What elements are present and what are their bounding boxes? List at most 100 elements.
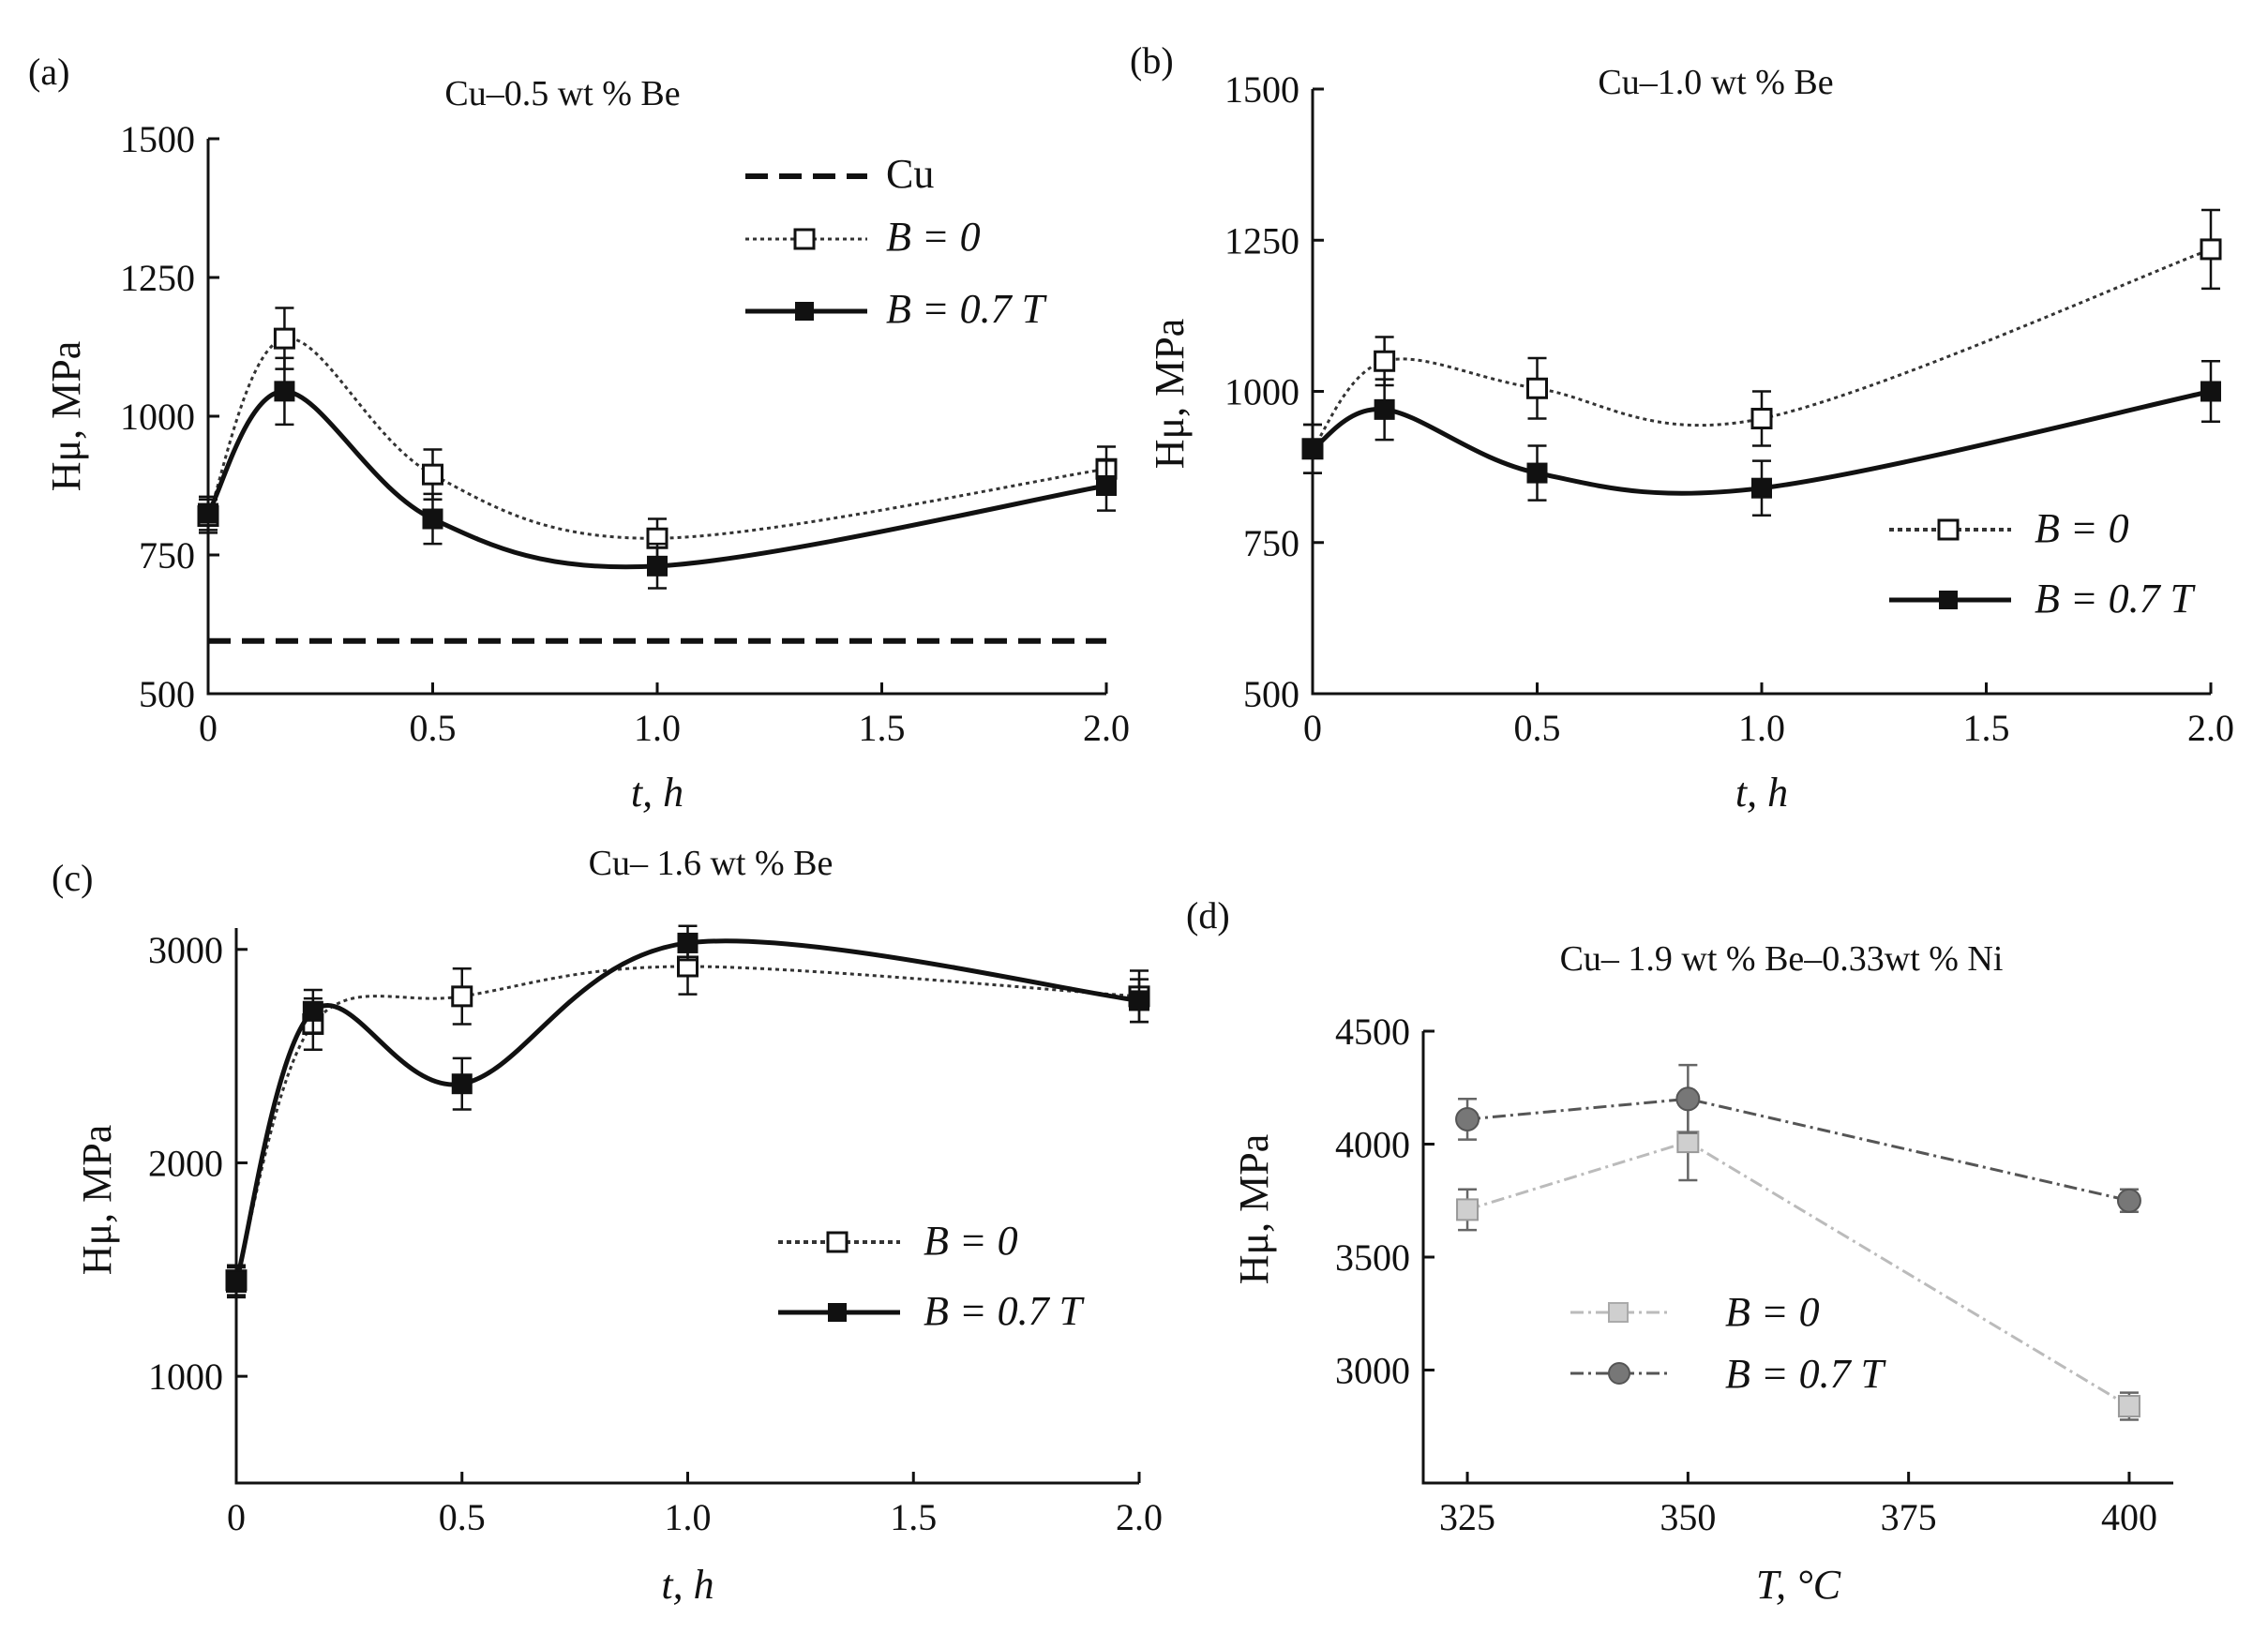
p0-series-2-point (647, 555, 668, 577)
p0-xtick-label: 0 (199, 707, 218, 749)
p1-series-1-point (1374, 398, 1395, 420)
p0-xtick-label: 1.5 (859, 707, 906, 749)
legend-a-b0-label: B = 0 (886, 214, 981, 260)
p1-xtick-label: 2.0 (2187, 707, 2234, 749)
legend-b-b07-label: B = 0.7 T (2035, 576, 2197, 622)
p2-ytick-label: 3000 (148, 929, 223, 971)
panel-a-legend: Cu B = 0 B = 0.7 T (745, 151, 1048, 332)
p2-series-1-point (677, 932, 698, 953)
p1-series-1-point (1526, 462, 1548, 484)
panel-d-plot: 325 350 375 400 3000 3500 4000 4500 T, °C Hμ, MPa (1231, 1011, 2173, 1608)
p1-ytick-label: 1250 (1224, 219, 1299, 262)
p3-ytick-label: 3500 (1335, 1236, 1410, 1279)
p0-ytick-label: 1500 (120, 118, 195, 160)
p1-series-0-point (2200, 238, 2222, 261)
p3-ylabel: Hμ, MPa (1231, 1134, 1277, 1285)
legend-b-b0-label: B = 0 (2035, 505, 2129, 551)
p0-ylabel: Hμ, MPa (43, 341, 89, 492)
panel-c-title: Cu– 1.6 wt % Be (589, 844, 834, 883)
panel-a-label: (a) (28, 51, 69, 93)
p3-series-0-point (2117, 1395, 2140, 1418)
p2-xlabel: t, h (661, 1562, 713, 1608)
p1-xtick-label: 1.5 (1963, 707, 2010, 749)
panel-d-label: (d) (1186, 894, 1230, 936)
p2-ytick-label: 1000 (148, 1356, 223, 1398)
p2-axes (234, 928, 1139, 1485)
legend-a-b0-marker (793, 228, 816, 250)
p3-series-1-line (1466, 1097, 2130, 1203)
legend-a-b07-label: B = 0.7 T (886, 286, 1048, 332)
p0-series-2-point (1096, 475, 1117, 496)
p1-series-0-point (1374, 350, 1396, 372)
panel-d-title: Cu– 1.9 wt % Be–0.33wt % Ni (1560, 939, 2004, 979)
p0-series-2-line (205, 388, 1107, 570)
panel-a: (a) Cu–0.5 wt % Be 0 0.5 1.0 1.5 2.0 500 750 10… (28, 51, 1130, 816)
legend-a-cu-label: Cu (886, 151, 934, 197)
p2-xtick-label: 0 (227, 1496, 246, 1538)
p3-xtick-label: 325 (1439, 1496, 1495, 1538)
p3-xtick-label: 350 (1660, 1496, 1716, 1538)
p3-series-0-point (1456, 1198, 1479, 1221)
p1-ylabel: Hμ, MPa (1147, 319, 1193, 470)
p0-ytick-label: 750 (139, 534, 195, 577)
p1-ytick-label: 500 (1243, 673, 1299, 715)
p0-series-2-point (274, 381, 295, 402)
legend-c-b07-marker (828, 1303, 847, 1322)
p3-series-0-point (1676, 1131, 1700, 1154)
p3-axes (1421, 1031, 2173, 1485)
p3-series-1-point (2116, 1188, 2141, 1213)
p3-xtick-label: 375 (1881, 1496, 1937, 1538)
p1-series-0-line (1311, 247, 2212, 450)
legend-c-b0-marker (826, 1231, 849, 1253)
p3-series-1-point (1675, 1086, 1701, 1112)
p1-xtick-label: 0.5 (1514, 707, 1561, 749)
p0-ytick-label: 500 (139, 673, 195, 715)
legend-b-b0-marker (1937, 518, 1960, 541)
legend-d-b07-marker (1608, 1362, 1630, 1385)
legend-d-b0-label: B = 0 (1725, 1289, 1820, 1335)
p0-ytick-label: 1250 (120, 257, 195, 299)
p1-ytick-label: 1500 (1224, 68, 1299, 111)
p0-series-1-point (422, 463, 443, 486)
p2-ylabel: Hμ, MPa (74, 1125, 120, 1276)
p0-ytick-label: 1000 (120, 396, 195, 438)
p1-series-0-point (1750, 408, 1773, 430)
legend-c-b0-label: B = 0 (924, 1218, 1018, 1264)
panel-c-legend: B = 0 B = 0.7 T (778, 1218, 1086, 1334)
p2-series-1-point (451, 1073, 473, 1095)
legend-c-b07-label: B = 0.7 T (924, 1288, 1086, 1334)
p0-xtick-label: 1.0 (634, 707, 681, 749)
legend-a-b07-marker (795, 302, 814, 321)
p2-series-1-point (226, 1271, 247, 1293)
p2-series-1-point (302, 1000, 323, 1022)
panel-b-legend: B = 0 B = 0.7 T (1889, 505, 2197, 622)
p0-series-1-point (273, 327, 295, 350)
p1-series-1-point (1751, 477, 1772, 499)
p1-ytick-label: 1000 (1224, 371, 1299, 413)
p1-xtick-label: 1.0 (1738, 707, 1785, 749)
p2-xtick-label: 0.5 (439, 1496, 486, 1538)
p2-xtick-label: 1.0 (665, 1496, 712, 1538)
p3-xlabel: T, °C (1756, 1562, 1841, 1608)
panel-a-title: Cu–0.5 wt % Be (444, 74, 680, 113)
p0-series-2-point (422, 508, 443, 530)
p2-series-0-point (451, 985, 473, 1008)
p0-xlabel: t, h (631, 770, 683, 816)
p3-xtick-label: 400 (2101, 1496, 2157, 1538)
legend-d-b0-marker (1608, 1302, 1629, 1323)
panel-d: (d) Cu– 1.9 wt % Be–0.33wt % Ni 325 350 37… (1186, 894, 2173, 1608)
panel-c: (c) Cu– 1.6 wt % Be 0 0.5 1.0 1.5 2.0 1000 200… (52, 844, 1163, 1608)
p1-xtick-label: 0 (1303, 707, 1322, 749)
p3-series-1-point (1455, 1106, 1480, 1131)
p2-series-1-line (233, 938, 1140, 1283)
p1-xlabel: t, h (1735, 770, 1788, 816)
panel-c-label: (c) (52, 857, 93, 899)
p2-xtick-label: 2.0 (1116, 1496, 1163, 1538)
p3-ytick-label: 4000 (1335, 1124, 1410, 1166)
p0-xtick-label: 0.5 (410, 707, 457, 749)
panel-b-title: Cu–1.0 wt % Be (1598, 63, 1833, 102)
panel-d-legend: B = 0 B = 0.7 T (1570, 1289, 1887, 1397)
p0-xtick-label: 2.0 (1083, 707, 1130, 749)
legend-d-b07-label: B = 0.7 T (1725, 1351, 1887, 1397)
